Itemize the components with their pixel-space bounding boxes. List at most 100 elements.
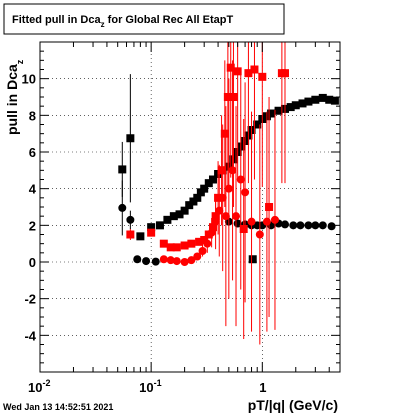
data-point-square <box>330 96 339 105</box>
title-box <box>3 3 285 35</box>
y-tick-label: 8 <box>29 108 36 123</box>
y-tick-label: 6 <box>29 145 36 160</box>
data-point-circle <box>159 255 168 264</box>
data-point-square <box>267 109 276 118</box>
data-point-square <box>226 63 235 72</box>
data-point-circle <box>311 221 320 230</box>
data-point-square <box>229 93 238 101</box>
y-axis-title-subscript: z <box>15 59 25 64</box>
data-point-circle <box>166 256 175 265</box>
axis-ticks <box>39 41 341 373</box>
data-point-square <box>155 221 164 230</box>
data-point-circle <box>142 257 151 266</box>
data-point-square <box>187 239 196 248</box>
data-point-square <box>248 255 257 264</box>
data-point-square <box>274 106 283 115</box>
data-point-square <box>200 236 209 244</box>
data-point-square <box>304 97 313 106</box>
data-marks <box>118 42 339 345</box>
data-point-square <box>136 232 145 241</box>
data-point-circle <box>296 221 305 230</box>
data-point-circle <box>289 221 298 230</box>
data-point-square <box>311 95 320 104</box>
y-tick-label: -4 <box>24 328 36 343</box>
data-point-square <box>172 243 181 252</box>
data-point-circle <box>187 256 196 265</box>
data-point-square <box>180 241 189 250</box>
data-point-circle <box>241 188 250 197</box>
y-tick-label: -2 <box>24 292 36 307</box>
data-point-circle <box>151 257 160 266</box>
data-point-circle <box>280 220 289 229</box>
data-point-square <box>220 129 229 138</box>
data-point-square <box>318 93 327 102</box>
data-point-circle <box>247 217 256 226</box>
title-text: Fitted pull in Dcaz for Global Rec All E… <box>12 14 233 29</box>
data-point-square <box>223 93 232 101</box>
data-point-square <box>166 243 175 252</box>
data-point-square <box>204 179 213 188</box>
data-point-circle <box>262 217 271 226</box>
data-point-square <box>265 203 274 211</box>
data-point-square <box>217 166 226 175</box>
y-tick-label: 2 <box>29 218 36 233</box>
data-point-square <box>244 69 253 78</box>
data-point-square <box>200 184 209 193</box>
tick-labels: -4 -2 0 2 4 6 8 10 10-2 10-1 1 <box>22 72 267 395</box>
data-point-circle <box>232 212 241 221</box>
data-point-square <box>126 134 135 143</box>
data-point-square <box>258 72 267 81</box>
data-point-circle <box>228 166 237 175</box>
data-point-circle <box>133 255 142 264</box>
data-point-square <box>208 175 217 184</box>
chart-title: Fitted pull in Dcaz for Global Rec All E… <box>3 3 285 35</box>
data-point-circle <box>255 230 264 239</box>
data-point-square <box>325 95 334 104</box>
data-point-circle <box>215 206 224 215</box>
data-point-circle <box>118 203 127 212</box>
timestamp: Wed Jan 13 14:52:51 2021 <box>3 402 113 412</box>
title-prefix: Fitted pull in Dca <box>12 14 101 26</box>
data-point-square <box>193 193 202 202</box>
y-axis-title: pull in Dcaz <box>4 59 25 135</box>
data-point-square <box>195 237 204 246</box>
data-point-circle <box>193 252 202 261</box>
x-axis-title: pT/|q| (GeV/c) <box>248 397 338 413</box>
data-point-circle <box>172 257 181 266</box>
y-tick-label: 0 <box>29 255 36 270</box>
data-point-square <box>286 103 295 112</box>
data-point-square <box>147 223 156 232</box>
data-point-square <box>163 215 172 224</box>
data-point-circle <box>180 258 189 266</box>
data-point-square <box>280 69 289 78</box>
data-point-circle <box>236 175 245 184</box>
data-point-circle <box>211 217 220 226</box>
data-point-square <box>180 206 189 215</box>
title-subscript: z <box>101 20 105 29</box>
data-point-circle <box>203 239 212 248</box>
data-point-circle <box>318 221 327 230</box>
data-point-square <box>214 193 223 202</box>
data-point-circle <box>327 222 336 231</box>
x-tick-label: 10-1 <box>139 378 161 395</box>
data-point-circle <box>221 212 230 221</box>
data-point-circle <box>224 184 233 193</box>
data-point-square <box>237 142 246 151</box>
title-suffix: for Global Rec All EtapT <box>105 14 234 26</box>
data-point-square <box>147 228 156 237</box>
data-point-square <box>291 101 300 110</box>
x-tick-label: 1 <box>259 380 266 395</box>
data-point-circle <box>198 247 207 255</box>
y-tick-label: 10 <box>22 72 36 87</box>
data-point-square <box>239 225 248 233</box>
data-point-circle <box>218 193 227 202</box>
data-point-square <box>233 67 242 76</box>
data-point-square <box>250 65 259 74</box>
x-tick-label: 10-2 <box>28 378 50 395</box>
data-point-square <box>126 230 135 239</box>
data-point-square <box>175 210 184 219</box>
data-point-circle <box>304 221 313 230</box>
y-tick-label: 4 <box>29 182 37 197</box>
